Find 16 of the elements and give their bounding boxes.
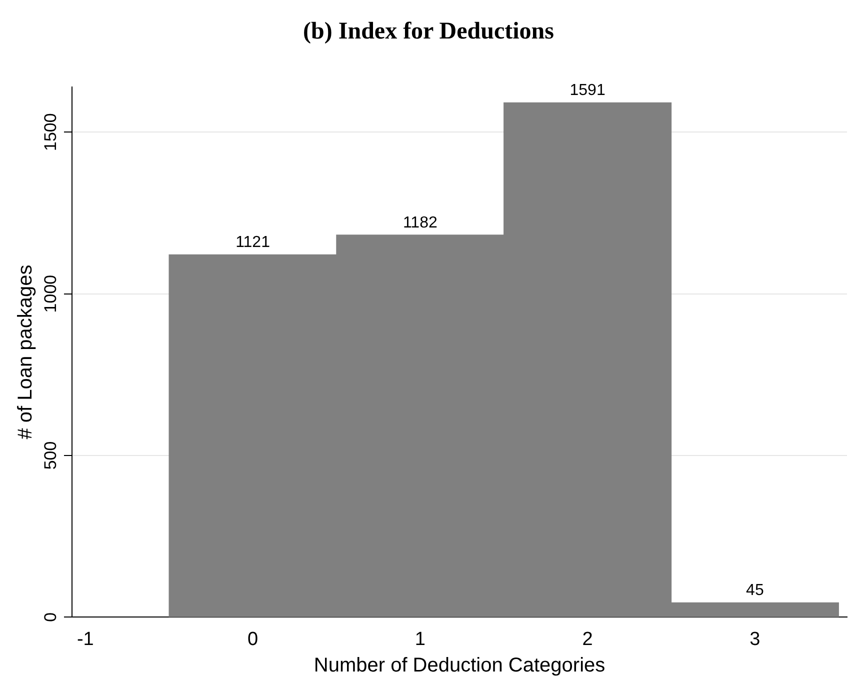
y-tick-label: 1000 — [41, 274, 60, 313]
x-tick-label: 1 — [414, 628, 426, 650]
data-label: 1182 — [402, 214, 438, 232]
y-tick-label: 1500 — [41, 113, 60, 151]
x-tick-label: 0 — [247, 628, 258, 650]
y-tick-label: 500 — [41, 441, 60, 470]
x-tick-label: -1 — [76, 628, 94, 650]
x-tick-label: 3 — [750, 628, 760, 650]
data-label: 45 — [746, 582, 764, 600]
x-axis-title: Number of Deduction Categories — [314, 654, 606, 677]
chart-title: (b) Index for Deductions — [303, 18, 554, 45]
data-label: 1591 — [570, 82, 606, 100]
y-axis-title: # of Loan packages — [14, 264, 37, 440]
x-tick-label: 2 — [582, 628, 593, 650]
data-label: 1121 — [236, 234, 270, 252]
y-tick-label: 0 — [41, 612, 60, 622]
